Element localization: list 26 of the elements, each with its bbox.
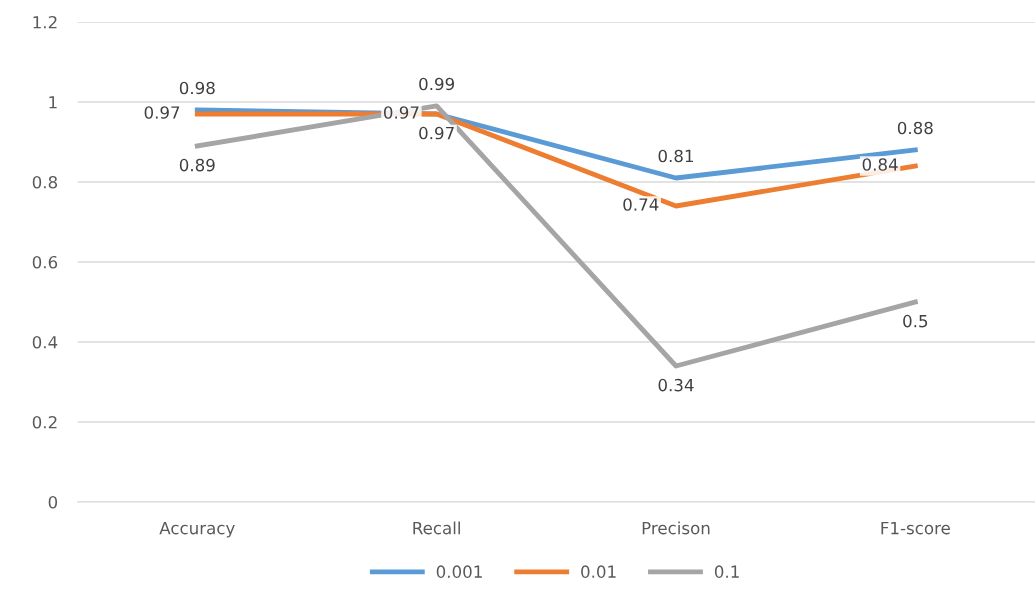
legend-label: 0.001 [436,565,482,578]
data-label: 0.99 [419,77,455,91]
legend-label: 0.01 [581,565,616,578]
y-tick-label: 0.4 [32,335,58,349]
data-label: 0.97 [383,106,419,119]
data-label: 0.81 [658,149,693,163]
x-tick-label: F1-score [881,521,950,535]
y-tick-label: 0.8 [32,175,58,189]
y-tick-label: 1 [49,96,57,109]
y-tick-label: 0.2 [32,415,57,429]
x-tick-label: Precison [642,521,710,535]
y-tick-label: 1.2 [33,15,57,29]
legend-label: 0.1 [714,565,739,578]
data-label: 0.88 [897,121,933,135]
data-label: 0.5 [903,314,928,328]
y-tick-label: 0 [48,495,58,509]
data-label: 0.97 [419,126,454,140]
y-tick-label: 0.6 [32,255,58,269]
x-tick-label: Recall [413,521,460,535]
x-tick-label: Accuracy [159,521,235,538]
data-label: 0.98 [179,81,215,95]
data-label: 0.97 [144,106,180,119]
data-label: 0.34 [658,378,694,392]
data-label: 0.89 [179,158,215,172]
data-label: 0.74 [623,198,659,211]
data-label: 0.84 [862,158,898,171]
